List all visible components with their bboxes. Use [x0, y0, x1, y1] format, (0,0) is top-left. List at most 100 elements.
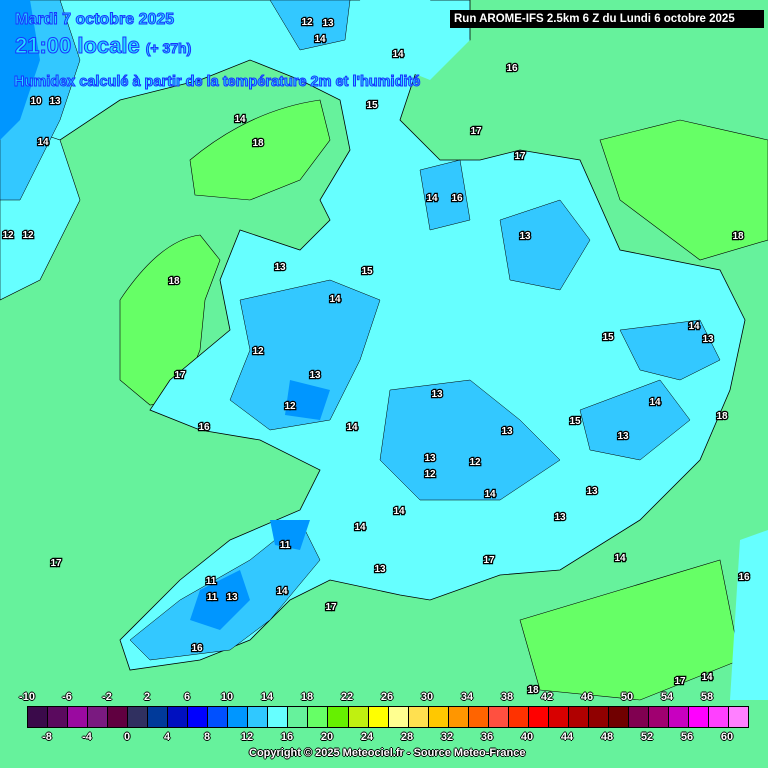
- contour-label: 12: [469, 457, 481, 468]
- contour-label: 17: [470, 126, 482, 137]
- contour-label: 18: [732, 231, 744, 242]
- contour-label: 14: [276, 586, 288, 597]
- color-scale-cell: [208, 707, 229, 727]
- model-run-banner: Run AROME-IFS 2.5km 6 Z du Lundi 6 octob…: [450, 10, 764, 28]
- color-scale-cell: [729, 707, 749, 727]
- color-scale-label: 34: [460, 691, 474, 703]
- color-scale-label: 24: [360, 731, 374, 743]
- color-scale-cell: [568, 707, 589, 727]
- color-scale-cell: [168, 707, 189, 727]
- color-scale-cell: [548, 707, 569, 727]
- contour-label: 16: [191, 643, 203, 654]
- color-scale-label: 48: [600, 731, 614, 743]
- forecast-time: 21:00 locale (+ 37h): [15, 33, 192, 59]
- color-scale-label: 32: [440, 731, 454, 743]
- map-description: Humidex calculé à partir de la températu…: [13, 74, 421, 91]
- local-time: 21:00 locale: [15, 33, 141, 59]
- contour-label: 17: [514, 151, 526, 162]
- contour-label: 10: [30, 96, 42, 107]
- color-scale-cell: [188, 707, 209, 727]
- contour-label: 16: [738, 572, 750, 583]
- color-scale-cell: [608, 707, 629, 727]
- copyright: Copyright © 2025 Meteociel.fr - Source M…: [249, 747, 526, 759]
- color-scale-cell: [268, 707, 289, 727]
- color-scale-label: 38: [500, 691, 514, 703]
- contour-label: 11: [280, 540, 291, 551]
- color-scale-label: 26: [380, 691, 394, 703]
- color-scale-label: 36: [480, 731, 494, 743]
- contour-label: 14: [649, 397, 661, 408]
- color-scale-cell: [328, 707, 349, 727]
- color-scale-cell: [128, 707, 149, 727]
- contour-label: 17: [674, 676, 686, 687]
- color-scale-label: 42: [540, 691, 554, 703]
- color-scale-cell: [468, 707, 489, 727]
- contour-label: 14: [346, 422, 358, 433]
- contour-label: 13: [702, 334, 714, 345]
- color-scale-cell: [508, 707, 529, 727]
- color-scale-cell: [248, 707, 269, 727]
- color-scale-label: 6: [183, 691, 191, 703]
- contour-label: 13: [501, 426, 513, 437]
- color-scale-cell: [288, 707, 309, 727]
- contour-label: 14: [426, 193, 438, 204]
- contour-label: 11: [206, 576, 217, 587]
- color-scale-label: 56: [680, 731, 694, 743]
- color-scale-label: 22: [340, 691, 354, 703]
- contour-label: 17: [50, 558, 62, 569]
- color-scale: [27, 706, 749, 728]
- contour-label: 13: [617, 431, 629, 442]
- color-scale-cell: [689, 707, 710, 727]
- color-scale-cell: [528, 707, 549, 727]
- color-scale-cell: [88, 707, 109, 727]
- contour-label: 13: [424, 453, 436, 464]
- contour-label: 12: [424, 469, 436, 480]
- contour-label: 17: [174, 370, 186, 381]
- color-scale-label: 14: [260, 691, 274, 703]
- color-scale-cell: [709, 707, 730, 727]
- color-scale-label: 30: [420, 691, 434, 703]
- color-scale-label: 8: [203, 731, 211, 743]
- color-scale-label: -6: [62, 691, 72, 703]
- color-scale-label: 60: [720, 731, 734, 743]
- contour-label: 17: [325, 602, 337, 613]
- color-scale-label: -8: [42, 731, 52, 743]
- color-scale-cell: [68, 707, 89, 727]
- color-scale-cell: [368, 707, 389, 727]
- color-scale-label: -10: [19, 691, 35, 703]
- contour-label: 14: [484, 489, 496, 500]
- contour-label: 12: [284, 401, 296, 412]
- color-scale-label: 18: [300, 691, 314, 703]
- color-scale-label: 12: [240, 731, 254, 743]
- contour-label: 13: [554, 512, 566, 523]
- color-scale-label: 46: [580, 691, 594, 703]
- contour-label: 13: [49, 96, 61, 107]
- contour-label: 14: [354, 522, 366, 533]
- color-scale-cell: [48, 707, 69, 727]
- contour-label: 16: [506, 63, 518, 74]
- contour-label: 14: [37, 137, 49, 148]
- color-scale-cell: [148, 707, 169, 727]
- contour-label: 12: [252, 346, 264, 357]
- contour-label: 18: [716, 411, 728, 422]
- color-scale-cell: [408, 707, 429, 727]
- contour-label: 14: [314, 34, 326, 45]
- contour-label: 13: [274, 262, 286, 273]
- color-scale-cell: [108, 707, 129, 727]
- contour-label: 14: [688, 321, 700, 332]
- color-scale-cell: [28, 707, 49, 727]
- color-scale-label: 28: [400, 731, 414, 743]
- color-scale-cell: [648, 707, 669, 727]
- contour-label: 13: [374, 564, 386, 575]
- color-scale-cell: [488, 707, 509, 727]
- contour-label: 15: [602, 332, 614, 343]
- contour-label: 14: [392, 49, 404, 60]
- contour-label: 13: [322, 18, 334, 29]
- color-scale-label: 10: [220, 691, 234, 703]
- color-scale-cell: [428, 707, 449, 727]
- contour-label: 14: [393, 506, 405, 517]
- contour-label: 17: [483, 555, 495, 566]
- color-scale-cell: [448, 707, 469, 727]
- color-scale-label: 40: [520, 731, 534, 743]
